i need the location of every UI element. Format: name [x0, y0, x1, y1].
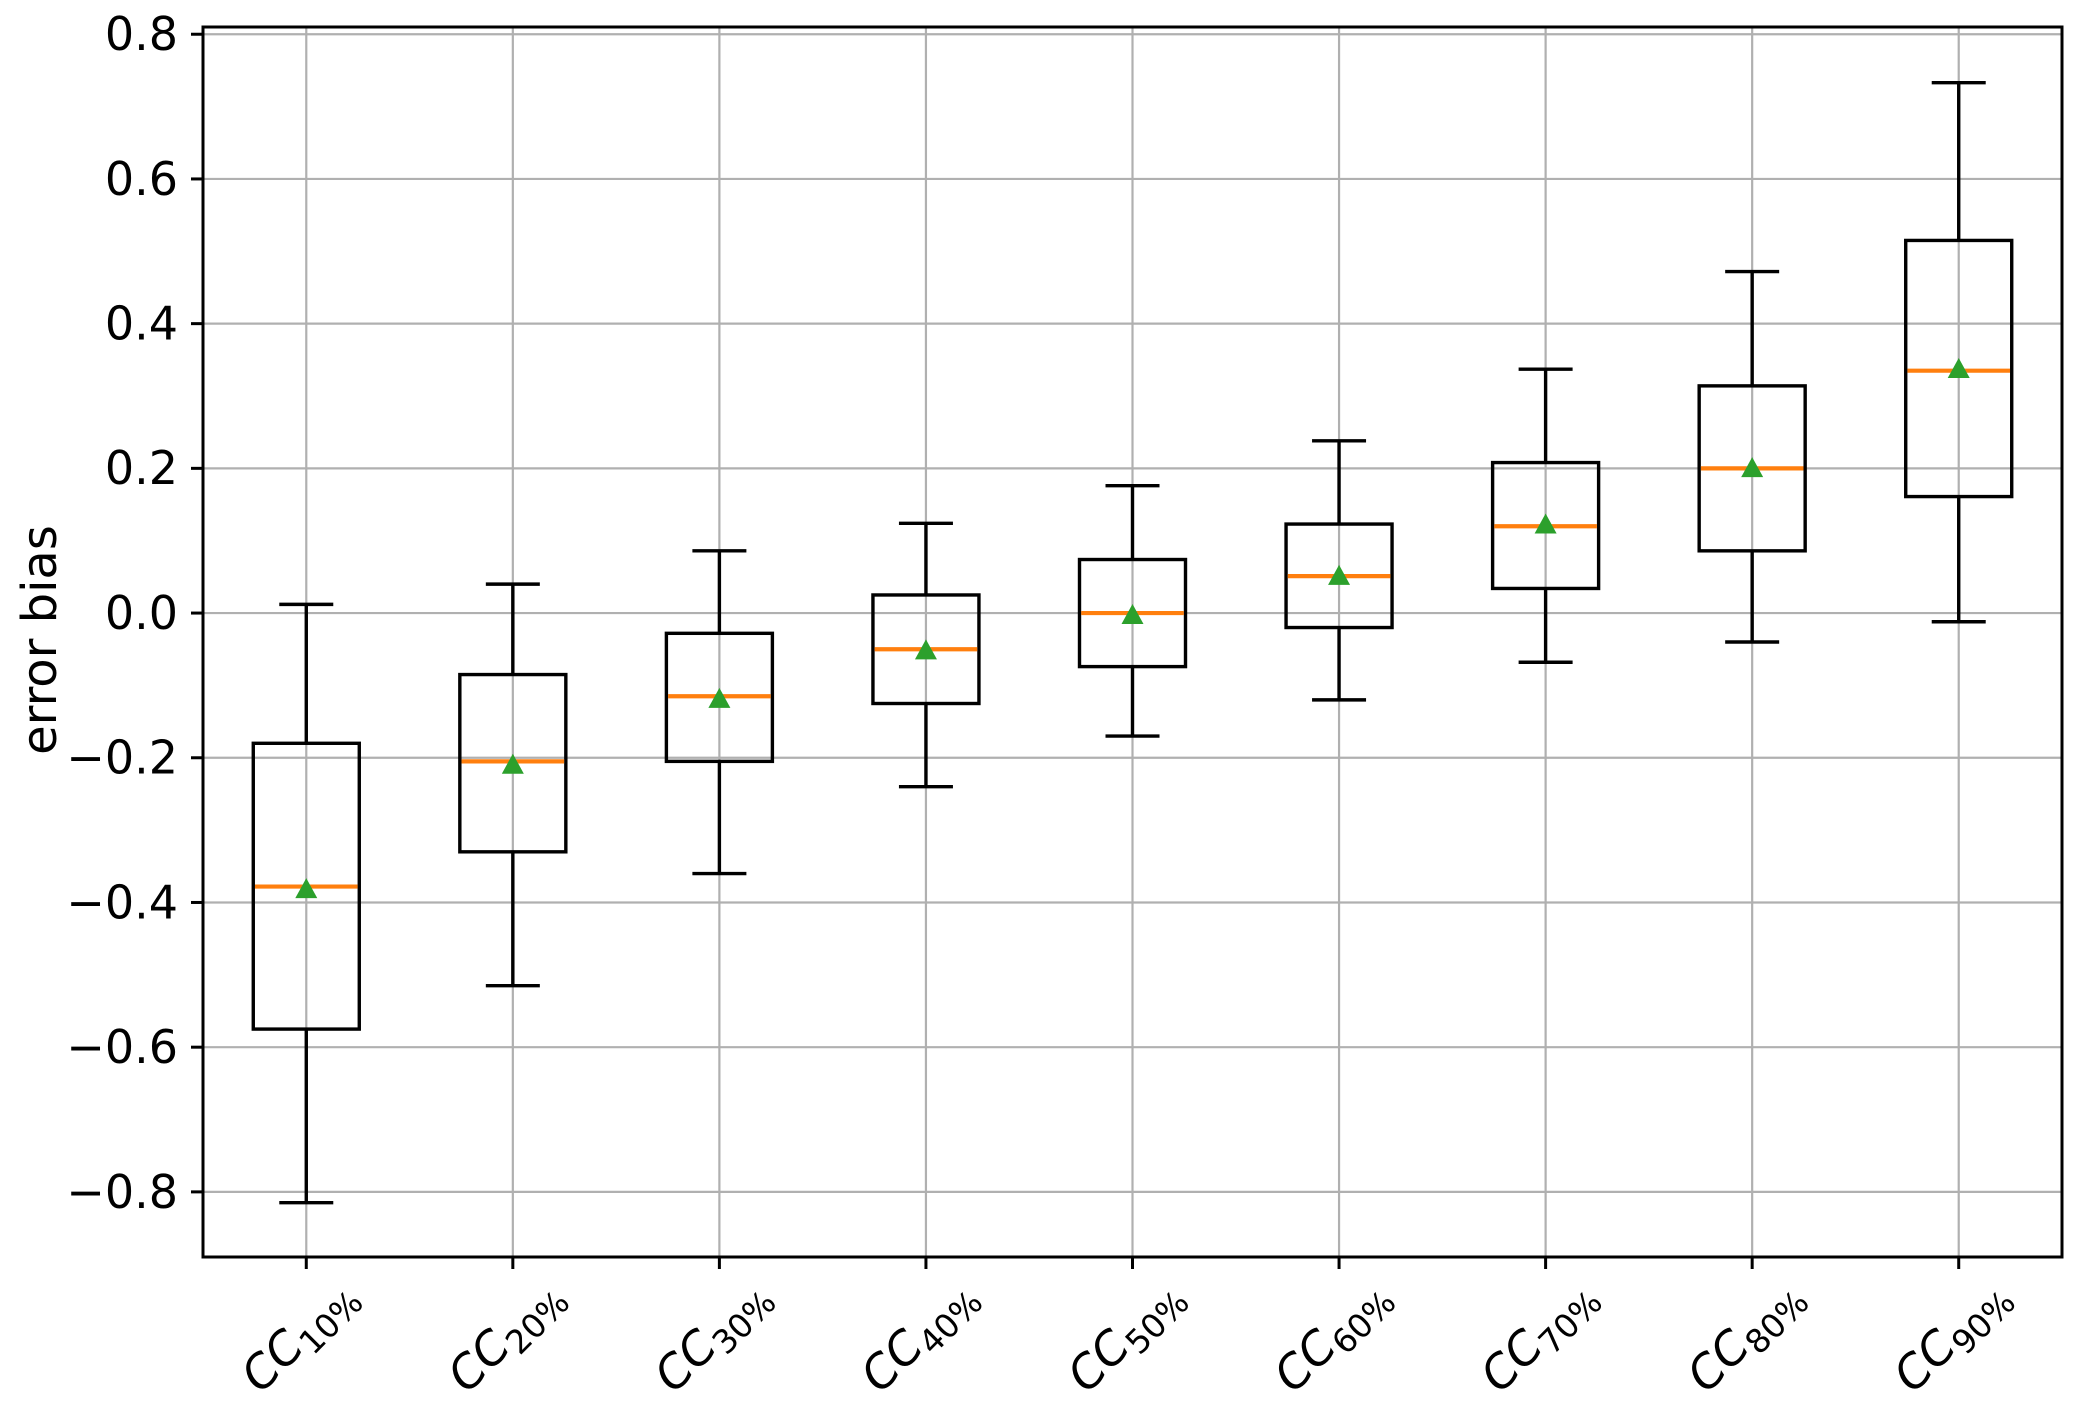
- x-tick-label: CC90%: [1883, 1267, 2023, 1407]
- y-tick-label: −0.6: [66, 1020, 178, 1074]
- box-group-CC40%: [871, 521, 981, 789]
- mean-marker: [295, 878, 318, 899]
- x-tick-label: CC40%: [850, 1267, 990, 1407]
- box-rect: [664, 631, 775, 764]
- box-rect: [251, 741, 361, 1031]
- box-rect: [1697, 384, 1807, 553]
- x-tick-label: CC60%: [1263, 1267, 1403, 1407]
- box-group-CC90%: [1904, 81, 2014, 624]
- y-tick-label: 0.2: [105, 441, 178, 495]
- y-tick-label: −0.8: [66, 1165, 178, 1219]
- box-group-CC50%: [1077, 484, 1188, 738]
- mean-marker: [1121, 603, 1144, 624]
- x-tick-label: CC70%: [1470, 1267, 1610, 1407]
- mean-marker: [1947, 357, 1970, 378]
- box-rect: [871, 593, 981, 706]
- mean-marker: [914, 639, 937, 660]
- x-tick-label: CC50%: [1056, 1267, 1196, 1407]
- mean-marker: [501, 753, 524, 774]
- x-tick-label: CC30%: [643, 1267, 783, 1407]
- box-group-CC10%: [251, 602, 361, 1205]
- mean-marker: [1534, 513, 1557, 534]
- y-tick-label: 0.0: [105, 586, 178, 640]
- box-rect: [458, 672, 568, 854]
- boxes: [251, 81, 2014, 1205]
- x-tick-label: CC10%: [230, 1267, 370, 1407]
- mean-marker: [1328, 564, 1351, 585]
- x-tick-label: CC80%: [1676, 1267, 1816, 1407]
- box-group-CC60%: [1284, 439, 1394, 702]
- box-rect: [1077, 557, 1188, 669]
- box-rect: [1284, 522, 1394, 630]
- mean-marker: [708, 687, 731, 708]
- mean-marker: [1741, 457, 1764, 478]
- y-tick-label: 0.4: [105, 297, 178, 351]
- x-tick-labels: CC10% CC20% CC30% CC40% CC50% CC60% CC70% CC80%…: [230, 1267, 2023, 1407]
- box-group-CC20%: [458, 582, 568, 988]
- box-rect: [1490, 460, 1601, 591]
- axis-ticks: [191, 32, 1961, 1269]
- y-tick-label: 0.8: [105, 7, 178, 61]
- y-tick-label: −0.4: [66, 875, 178, 929]
- y-tick-label: 0.6: [105, 152, 178, 206]
- box-group-CC30%: [664, 549, 775, 876]
- box-group-CC80%: [1697, 269, 1807, 644]
- y-axis-title: error bias: [12, 525, 68, 755]
- box-rect: [1904, 238, 2014, 499]
- x-tick-label: CC20%: [437, 1267, 577, 1407]
- box-group-CC70%: [1490, 367, 1601, 664]
- y-tick-label: −0.2: [66, 731, 178, 785]
- y-tick-labels: 0.8 0.6 0.4 0.2 0.0 −0.2 −0.4 −0.6 −0.8: [66, 7, 178, 1219]
